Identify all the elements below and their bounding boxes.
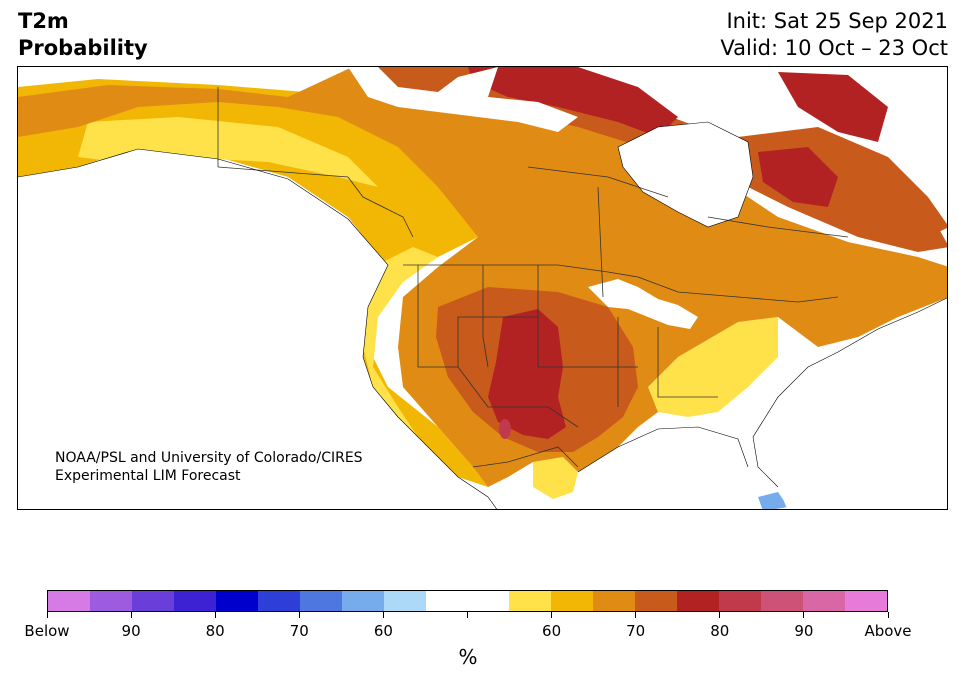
colorbar-tick <box>467 612 468 618</box>
colorbar-segment <box>299 591 342 611</box>
colorbar-tick <box>635 612 637 618</box>
colorbar-segment <box>131 591 174 611</box>
coastlines <box>18 121 947 509</box>
colorbar-segment <box>383 591 426 611</box>
colorbar-tick <box>298 612 300 618</box>
colorbar-segment <box>677 591 720 611</box>
credit-text: NOAA/PSL and University of Colorado/CIRE… <box>55 449 363 485</box>
hudson-bay <box>618 122 753 227</box>
credit-line-1: NOAA/PSL and University of Colorado/CIRE… <box>55 450 363 466</box>
region-below-60-caribbean <box>758 492 788 509</box>
colorbar <box>47 590 888 612</box>
pacific-ocean <box>18 149 497 509</box>
atlantic-ocean <box>753 297 947 509</box>
forecast-dates: Init: Sat 25 Sep 2021 Valid: 10 Oct – 23… <box>720 8 948 62</box>
colorbar-segment <box>341 591 384 611</box>
colorbar-segment <box>425 591 468 611</box>
colorbar-tick <box>46 612 48 618</box>
colorbar-tick <box>803 612 805 618</box>
colorbar-tick-label: Above <box>864 622 912 640</box>
colorbar-segment <box>173 591 216 611</box>
region-75-baffin <box>778 72 888 142</box>
credit-line-2: Experimental LIM Forecast <box>55 468 241 484</box>
colorbar-units: % <box>458 645 478 669</box>
region-75-plains <box>488 309 566 439</box>
colorbar-segment <box>761 591 804 611</box>
colorbar-segment <box>551 591 594 611</box>
great-lakes <box>588 279 698 329</box>
colorbar-tick <box>130 612 132 618</box>
colorbar-segment <box>509 591 552 611</box>
region-70-north <box>348 67 947 252</box>
colorbar-segment <box>48 591 90 611</box>
colorbar-tick-label: Below <box>24 622 70 640</box>
colorbar-tick <box>551 612 553 618</box>
colorbar-segment <box>635 591 678 611</box>
colorbar-tick-label: 90 <box>121 622 141 640</box>
region-65-central <box>18 69 947 487</box>
colorbar-tick <box>719 612 721 618</box>
variable-label: T2m <box>18 9 69 33</box>
colorbar-tick <box>214 612 216 618</box>
arctic-waters <box>348 67 578 132</box>
colorbar-tick-label: 70 <box>289 622 309 640</box>
valid-dates: Valid: 10 Oct – 23 Oct <box>720 36 948 60</box>
colorbar-tick <box>382 612 384 618</box>
chart-title: T2m Probability <box>18 8 148 62</box>
colorbar-segment <box>257 591 300 611</box>
region-75-hudson-east <box>758 147 838 207</box>
colorbar-segment <box>845 591 888 611</box>
colorbar-tick-label: 60 <box>373 622 393 640</box>
colorbar-segment <box>89 591 132 611</box>
colorbar-segment <box>803 591 846 611</box>
colorbar-tick-label: 80 <box>205 622 225 640</box>
probability-map <box>17 66 948 510</box>
colorbar-tick-label: 60 <box>542 622 562 640</box>
colorbar-segment <box>719 591 762 611</box>
colorbar-segment <box>593 591 636 611</box>
region-55-southeast <box>648 317 778 417</box>
region-55-alaska <box>78 117 378 187</box>
region-75-arctic <box>468 67 678 137</box>
colorbar-segment <box>467 591 510 611</box>
colorbar-segment <box>215 591 258 611</box>
map-svg <box>18 67 947 509</box>
colorbar-tick-label: 80 <box>710 622 730 640</box>
colorbar-tick <box>887 612 889 618</box>
init-date: Init: Sat 25 Sep 2021 <box>726 9 948 33</box>
gulf-of-mexico <box>578 427 748 509</box>
product-label: Probability <box>18 36 148 60</box>
region-55-west-coast <box>363 247 438 437</box>
region-55-mexico <box>533 457 578 499</box>
colorbar-tick-label: 70 <box>626 622 646 640</box>
colorbar-tick-label: 90 <box>794 622 814 640</box>
region-80-texas <box>499 419 511 439</box>
political-borders <box>217 87 849 468</box>
